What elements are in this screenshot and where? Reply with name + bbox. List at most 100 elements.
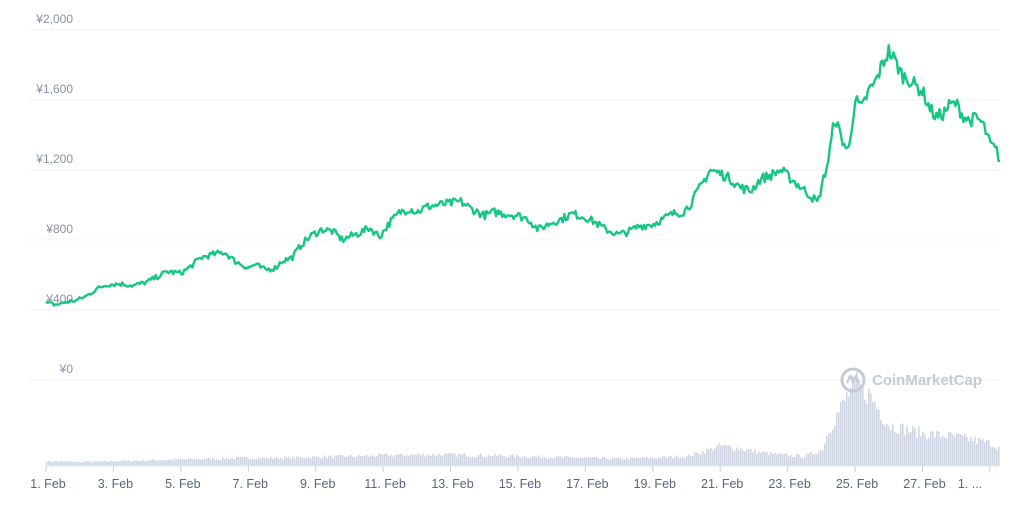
volume-bar: [586, 457, 588, 466]
volume-bar: [882, 423, 884, 466]
volume-bar: [224, 459, 226, 466]
volume-bar: [286, 457, 288, 466]
volume-bar: [318, 457, 320, 466]
volume-bar: [144, 461, 146, 466]
volume-bar: [226, 458, 228, 466]
volume-bar: [730, 446, 732, 466]
volume-bar: [944, 437, 946, 466]
volume-bar: [472, 456, 474, 466]
volume-bar: [392, 456, 394, 466]
volume-bar: [916, 438, 918, 466]
volume-bar: [58, 461, 60, 466]
volume-bar: [192, 459, 194, 466]
volume-bar: [432, 453, 434, 466]
volume-bar: [964, 433, 966, 466]
volume-bar: [362, 456, 364, 466]
volume-bar: [138, 460, 140, 466]
volume-bar: [242, 456, 244, 466]
volume-bar: [112, 461, 114, 466]
volume-bar: [972, 441, 974, 466]
volume-bar: [294, 458, 296, 466]
volume-bar: [154, 460, 156, 466]
volume-bar: [800, 457, 802, 466]
volume-bar: [306, 458, 308, 466]
volume-bar: [280, 457, 282, 466]
volume-bar: [282, 459, 284, 466]
volume-bar: [84, 461, 86, 466]
volume-bar: [958, 433, 960, 466]
volume-bar: [284, 456, 286, 466]
volume-bar: [596, 456, 598, 466]
volume-bar: [404, 456, 406, 466]
volume-bar: [134, 460, 136, 466]
volume-bar: [660, 458, 662, 466]
volume-bar: [450, 452, 452, 466]
volume-bar: [158, 460, 160, 466]
volume-bar: [424, 456, 426, 466]
volume-bar: [410, 454, 412, 466]
x-tick-label: 23. Feb: [768, 477, 810, 491]
volume-bar: [946, 438, 948, 466]
volume-bar: [774, 452, 776, 466]
volume-bar: [982, 439, 984, 466]
volume-bar: [608, 459, 610, 466]
volume-bar: [576, 457, 578, 466]
volume-bar: [852, 375, 854, 466]
volume-bar: [792, 456, 794, 466]
volume-bar: [966, 436, 968, 466]
volume-bar: [278, 459, 280, 466]
volume-bar: [990, 447, 992, 466]
volume-bar: [416, 454, 418, 466]
volume-bar: [786, 453, 788, 466]
volume-bar: [718, 443, 720, 466]
volume-bar: [314, 456, 316, 466]
volume-bar: [750, 448, 752, 466]
volume-bar: [346, 457, 348, 466]
volume-bar: [690, 456, 692, 466]
volume-bar: [54, 460, 56, 466]
volume-bar: [980, 440, 982, 466]
volume-bar: [772, 453, 774, 466]
x-tick-label: 19. Feb: [634, 477, 676, 491]
y-axis-ticks: ¥0¥400¥800¥1,200¥1,600¥2,000: [35, 12, 73, 376]
volume-bar: [470, 456, 472, 466]
volume-bar: [988, 440, 990, 466]
volume-bar: [556, 455, 558, 466]
volume-bar: [264, 457, 266, 466]
volume-bar: [380, 453, 382, 466]
volume-bar: [214, 459, 216, 466]
volume-bar: [708, 449, 710, 466]
volume-bar: [748, 449, 750, 466]
volume-bar: [494, 453, 496, 466]
volume-bar: [288, 456, 290, 466]
volume-bar: [554, 457, 556, 466]
volume-bar: [850, 388, 852, 466]
volume-bar: [872, 401, 874, 466]
volume-bar: [666, 457, 668, 466]
volume-bar: [622, 459, 624, 466]
volume-bar: [908, 432, 910, 466]
volume-bar: [834, 425, 836, 466]
volume-bar: [106, 461, 108, 466]
volume-bar: [394, 455, 396, 466]
volume-bar: [656, 458, 658, 466]
volume-bar: [500, 454, 502, 466]
volume-bar: [712, 450, 714, 466]
y-tick-label: ¥2,000: [35, 12, 73, 26]
volume-bar: [732, 450, 734, 466]
volume-bar: [408, 456, 410, 466]
volume-bar: [126, 460, 128, 466]
volume-bar: [174, 458, 176, 466]
volume-bar: [628, 459, 630, 466]
volume-bar: [962, 435, 964, 466]
volume-bar: [480, 453, 482, 466]
volume-bar: [492, 455, 494, 466]
volume-bar: [692, 455, 694, 466]
volume-bar: [240, 456, 242, 466]
volume-bar: [890, 430, 892, 466]
volume-bar: [828, 433, 830, 466]
volume-bar: [884, 425, 886, 466]
volume-bar: [606, 458, 608, 466]
volume-bar: [970, 437, 972, 466]
